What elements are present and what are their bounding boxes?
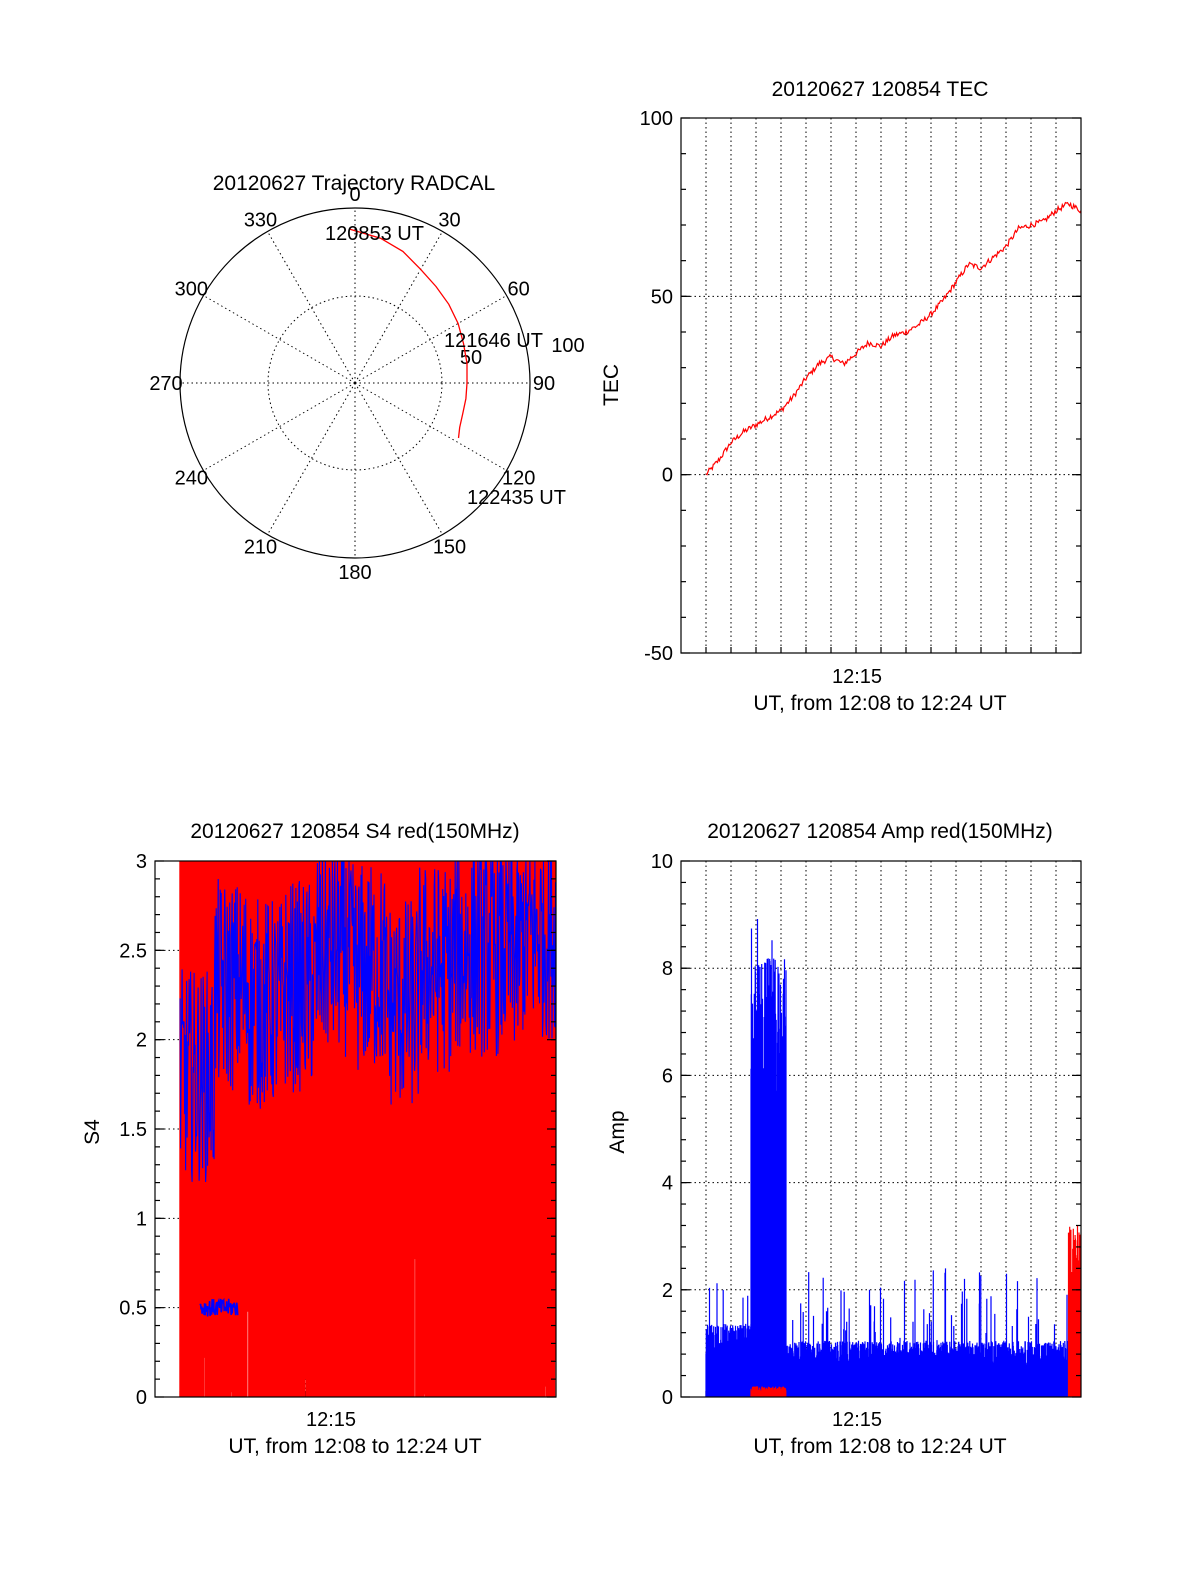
s4-title: 20120627 120854 S4 red(150MHz) [190, 820, 519, 843]
y-tick-label: 0 [136, 1387, 147, 1409]
s4-blue-low-series [199, 1297, 239, 1317]
tec-line [705, 201, 1082, 476]
s4-blue-series [179, 860, 557, 1183]
traj-mid-label: 121646 UT [444, 330, 543, 352]
polar-angle-label: 90 [533, 373, 555, 395]
tec-y-ticks: 100 50 0 -50 [640, 108, 1081, 665]
traj-end-label: 122435 UT [467, 487, 566, 509]
amp-xlabel: UT, from 12:08 to 12:24 UT [753, 1435, 1006, 1458]
s4-ylabel: S4 [81, 1119, 104, 1145]
amp-plot-area [705, 919, 1082, 1397]
y-tick-label: 0 [662, 1387, 673, 1409]
polar-angle-label: 270 [149, 373, 182, 395]
polar-angle-label: 0 [349, 184, 360, 206]
amp-chart: 20120627 120854 Amp red(150MHz) 1086420 … [606, 820, 1082, 1458]
s4-chart: 20120627 120854 S4 red(150MHz) 3 2.5 2 1.5 1… [81, 820, 557, 1458]
tec-chart: 20120627 120854 TEC 100 50 0 -50 12:15 UT, … [600, 78, 1082, 715]
polar-angle-label: 300 [175, 279, 208, 301]
amp-ylabel: Amp [606, 1110, 629, 1153]
amp-y-ticks: 10 8 6 4 2 0 [651, 851, 1081, 1409]
radial-label-100: 100 [551, 335, 584, 357]
trajectory-title: 20120627 Trajectory RADCAL [213, 172, 496, 195]
y-tick-label: 2.5 [119, 940, 147, 962]
tec-frame [680, 117, 1082, 654]
polar-outer-ring [179, 207, 531, 559]
y-tick-label: 1.5 [119, 1119, 147, 1141]
y-tick-label: 2 [662, 1280, 673, 1302]
s4-xlabel: UT, from 12:08 to 12:24 UT [228, 1435, 481, 1458]
amp-red-segment [1067, 1226, 1082, 1397]
tec-grid [681, 118, 1081, 653]
amp-blue-segment [705, 1283, 752, 1397]
trajectory-chart: 20120627 Trajectory RADCAL 0 30 60 90 120 150… [149, 172, 584, 584]
tec-xlabel: UT, from 12:08 to 12:24 UT [753, 692, 1006, 715]
y-tick-label: 8 [662, 958, 673, 980]
y-tick-label: 50 [651, 286, 673, 308]
amp-title: 20120627 120854 Amp red(150MHz) [707, 820, 1053, 843]
polar-spoke [267, 231, 356, 384]
polar-angle-label: 60 [508, 279, 530, 301]
amp-frame [680, 860, 1082, 1398]
y-tick-label: 0.5 [119, 1298, 147, 1320]
polar-spoke [203, 382, 356, 471]
polar-angle-label: 30 [438, 209, 460, 231]
s4-y-ticks: 3 2.5 2 1.5 1 0.5 0 [119, 851, 556, 1409]
polar-spoke [267, 382, 356, 535]
polar-angle-label: 210 [244, 537, 277, 559]
polar-angle-labels: 0 30 60 90 120 150 180 210 240 270 300 330 [149, 184, 555, 584]
y-tick-label: 3 [136, 851, 147, 873]
s4-plot-area [179, 860, 557, 1397]
polar-angle-label: 120 [502, 468, 535, 490]
trajectory-line [349, 228, 468, 439]
y-tick-label: 6 [662, 1065, 673, 1087]
amp-xtick-label: 12:15 [832, 1409, 882, 1431]
tec-xtick-label: 12:15 [832, 666, 882, 688]
amp-red-segment [750, 1386, 787, 1397]
tec-ylabel: TEC [600, 364, 623, 406]
polar-angle-label: 180 [338, 562, 371, 584]
y-tick-label: 0 [662, 465, 673, 487]
traj-start-label: 120853 UT [325, 223, 424, 245]
amp-blue-segment [750, 919, 787, 1397]
y-tick-label: 100 [640, 108, 673, 130]
y-tick-label: 4 [662, 1173, 673, 1195]
tec-title: 20120627 120854 TEC [772, 78, 989, 101]
polar-spoke [203, 295, 356, 384]
polar-angle-label: 150 [433, 537, 466, 559]
y-tick-label: -50 [644, 643, 673, 665]
s4-xtick-label: 12:15 [306, 1409, 356, 1431]
y-tick-label: 10 [651, 851, 673, 873]
polar-angle-label: 330 [244, 209, 277, 231]
amp-blue-segment [785, 1268, 1082, 1397]
polar-angle-label: 240 [175, 468, 208, 490]
y-tick-label: 1 [136, 1208, 147, 1230]
tec-plot-area [705, 201, 1082, 476]
y-tick-label: 2 [136, 1030, 147, 1052]
